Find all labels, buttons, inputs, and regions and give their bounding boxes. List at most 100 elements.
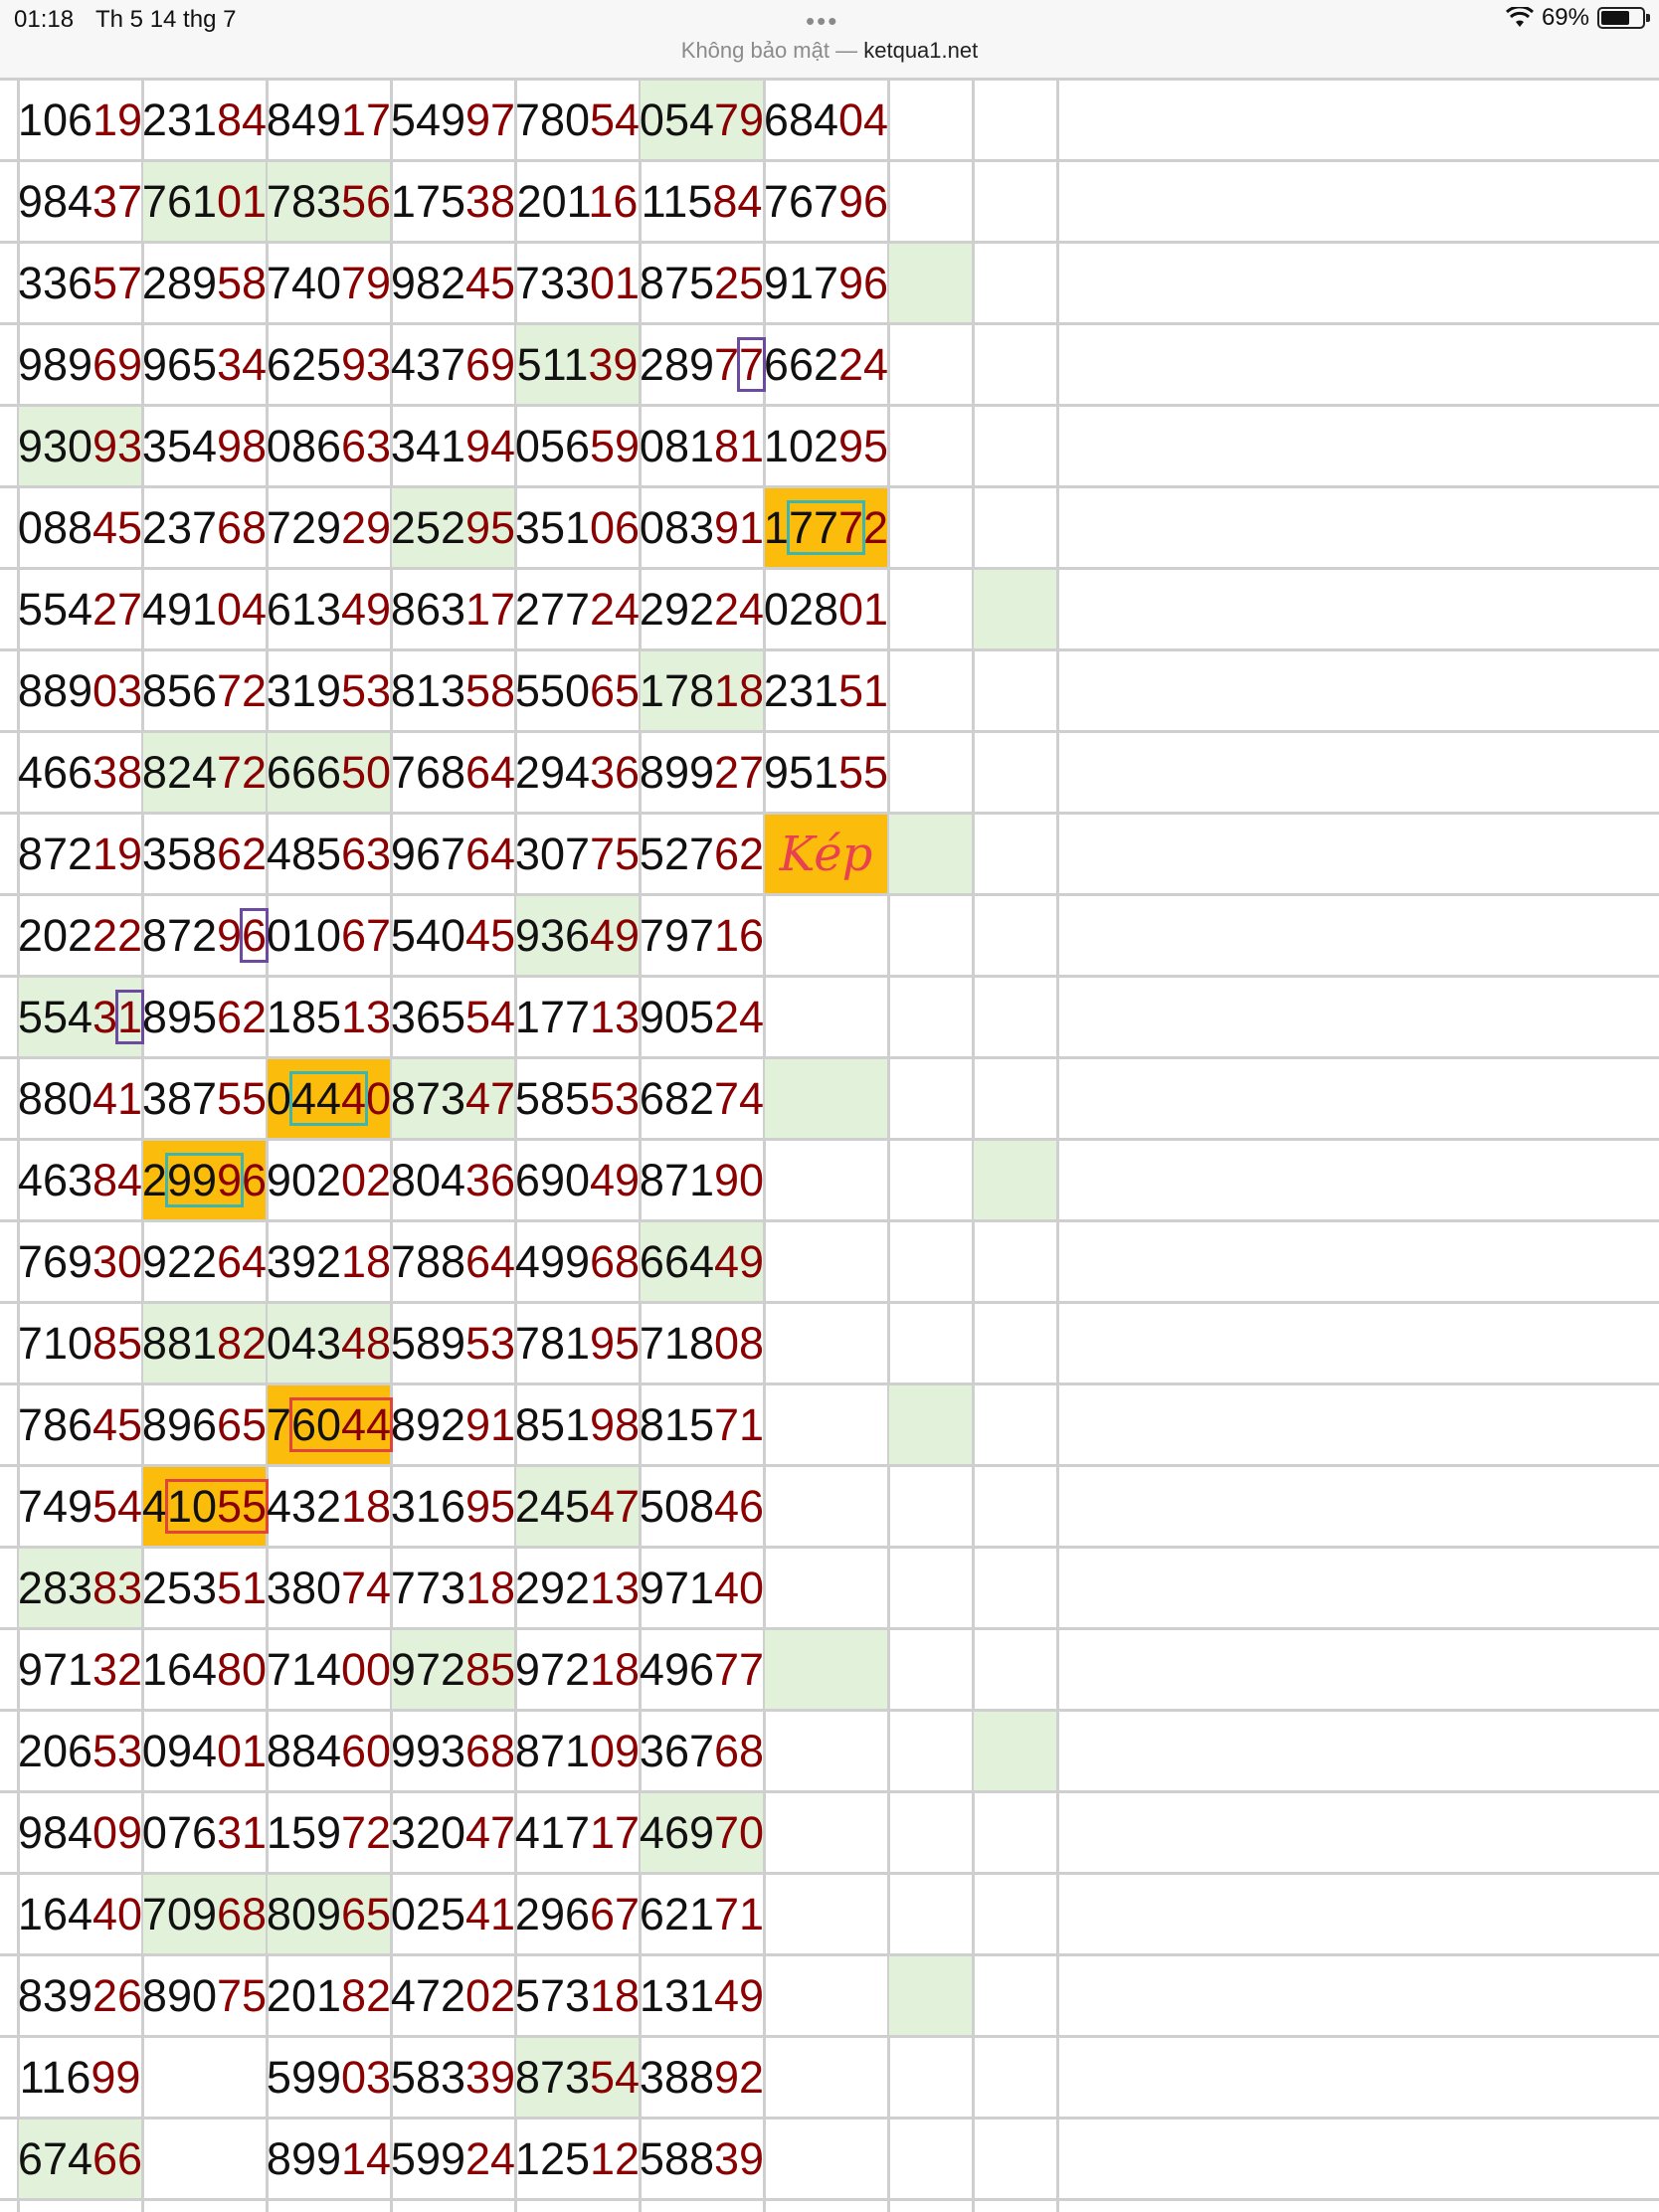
result-number: 79716 (639, 909, 765, 961)
result-number: 76930 (17, 1235, 143, 1287)
result-cell: 89562 (141, 978, 268, 1056)
result-cell: 87219 (17, 815, 143, 893)
result-cell (889, 1059, 972, 1138)
grid-row-divider (0, 322, 1659, 325)
grid-row-divider (0, 1709, 1659, 1712)
result-cell (765, 1793, 887, 1872)
result-cell (889, 896, 972, 975)
result-cell (974, 815, 1056, 893)
result-cell (1058, 733, 1659, 812)
result-number: 87354 (514, 2051, 641, 2103)
result-number: 17713 (514, 991, 641, 1042)
result-number: 50846 (639, 1480, 765, 1532)
result-number: 04440 (266, 1070, 392, 1126)
grid-column-divider (141, 80, 144, 2212)
result-number: 87219 (17, 828, 143, 879)
multitasking-dots-icon[interactable]: ••• (806, 6, 839, 36)
result-cell (889, 1630, 972, 1709)
result-number: 89562 (141, 991, 268, 1042)
grid-row-divider (0, 2117, 1659, 2120)
result-number: 61349 (266, 583, 392, 635)
result-cell: 43218 (267, 1467, 391, 1546)
grid-row-divider (0, 1464, 1659, 1467)
result-cell (765, 1304, 887, 1382)
result-number: 49677 (639, 1643, 765, 1695)
highlight-box: 7 (737, 336, 767, 392)
result-cell: 55427 (18, 570, 142, 648)
result-cell (889, 1222, 972, 1301)
grid-column-divider (972, 80, 975, 2212)
result-cell (889, 2120, 972, 2198)
result-cell (889, 1141, 972, 1219)
result-cell (974, 570, 1056, 648)
result-cell (974, 1712, 1056, 1790)
result-cell: 29213 (515, 1549, 640, 1627)
grid-column-divider (1056, 80, 1059, 2212)
result-cell (974, 1141, 1056, 1219)
result-number: 77318 (390, 1562, 516, 1613)
result-number: 95155 (763, 746, 889, 798)
result-cell (765, 2038, 887, 2117)
result-cell: 08663 (266, 407, 392, 485)
result-cell: 97132 (18, 1630, 142, 1709)
result-cell: 78054 (515, 81, 640, 159)
result-cell: 59903 (267, 2038, 391, 2117)
result-cell: 87296 (142, 896, 270, 975)
result-number: 36768 (639, 1725, 765, 1776)
result-cell (1058, 651, 1659, 730)
result-cell: 36768 (639, 1712, 765, 1790)
highlight-box: 6044 (288, 1396, 394, 1452)
result-number: 33657 (17, 257, 143, 308)
result-cell: 05659 (515, 407, 640, 485)
result-number: 97140 (639, 1562, 765, 1613)
result-number: 08663 (266, 420, 392, 471)
result-number: 96764 (390, 828, 516, 879)
result-number: 76044 (266, 1396, 394, 1452)
result-cell: 87190 (640, 1141, 764, 1219)
result-cell (765, 1385, 887, 1464)
result-cell: 38755 (142, 1059, 267, 1138)
result-number: 17538 (390, 175, 516, 227)
grid-column-divider (887, 80, 890, 2212)
grid-row-divider (0, 1301, 1659, 1304)
result-cell (889, 1385, 972, 1464)
highlight-box: 1055 (164, 1478, 270, 1534)
result-cell (1058, 1956, 1659, 2035)
result-cell: 74954 (18, 1467, 142, 1546)
result-number: 35862 (141, 828, 268, 879)
result-number: 98437 (17, 175, 143, 227)
result-number: 20222 (17, 909, 143, 961)
result-cell: 17772 (764, 488, 888, 567)
result-cell (974, 1875, 1056, 1953)
result-number: 31695 (390, 1480, 516, 1532)
result-cell: 84917 (267, 81, 391, 159)
result-cell: 96534 (142, 325, 267, 404)
result-cell: 48563 (267, 815, 391, 893)
result-cell: 98969 (18, 325, 142, 404)
result-cell: 17538 (390, 162, 516, 241)
result-cell: 80965 (267, 1875, 391, 1953)
result-cell (1058, 1549, 1659, 1627)
grid-row-divider (0, 648, 1659, 651)
highlight-box: 999 (164, 1152, 245, 1207)
result-cell: 04440 (266, 1059, 392, 1138)
result-cell (1058, 978, 1659, 1056)
result-number: 20116 (516, 175, 639, 227)
result-cell: 77318 (390, 1549, 516, 1627)
result-cell: 01067 (267, 896, 391, 975)
result-number: 49104 (141, 583, 268, 635)
result-cell (889, 815, 972, 893)
result-number: 81358 (390, 664, 516, 716)
result-cell: 61349 (266, 570, 392, 648)
result-number: 47202 (390, 1969, 516, 2021)
result-cell: 02801 (764, 570, 888, 648)
result-cell: 51139 (516, 325, 639, 404)
result-cell: 15972 (267, 1793, 391, 1872)
result-number: 32047 (390, 1806, 516, 1858)
result-cell: 78356 (267, 162, 391, 241)
wifi-icon (1505, 7, 1534, 27)
result-cell: 16480 (142, 1630, 267, 1709)
result-number: 73301 (514, 257, 641, 308)
result-cell: 99368 (391, 1712, 515, 1790)
address-bar[interactable]: Không bảo mật — ketqua1.net (0, 38, 1659, 64)
